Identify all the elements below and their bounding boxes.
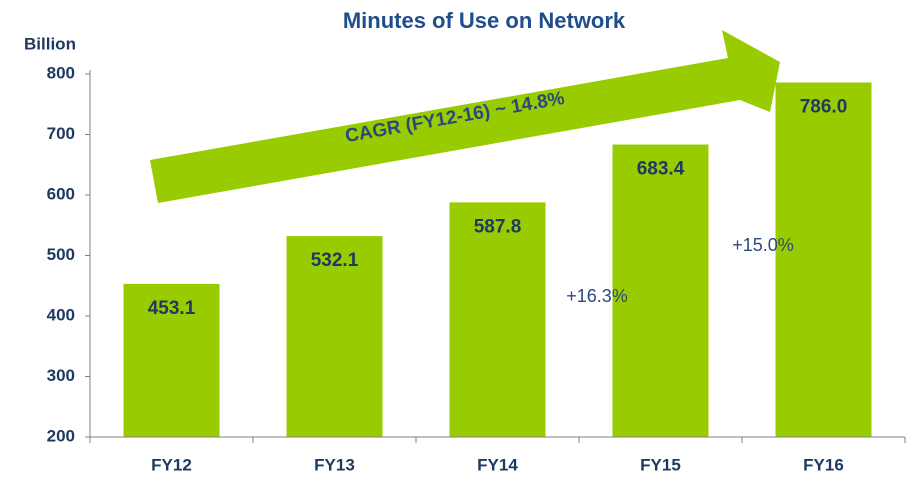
y-tick-label: 800 [47,63,75,82]
x-tick-label: FY16 [803,455,844,474]
x-tick-label: FY12 [151,455,192,474]
y-tick-label: 500 [47,245,75,264]
bar [286,236,383,437]
growth-label: +15.0% [732,235,794,255]
y-axis-label: Billion [24,34,76,53]
x-tick-label: FY14 [477,455,518,474]
value-label: 587.8 [474,216,522,237]
y-tick-label: 600 [47,184,75,203]
x-tick-label: FY13 [314,455,355,474]
bar [775,82,872,437]
value-label: 453.1 [148,298,196,319]
bar [449,202,546,437]
y-tick-label: 400 [47,305,75,324]
bar [612,144,709,437]
value-label: 683.4 [637,159,685,180]
y-tick-label: 200 [47,426,75,445]
value-label: 786.0 [800,96,848,117]
y-tick-label: 300 [47,366,75,385]
x-tick-label: FY15 [640,455,681,474]
chart-title: Minutes of Use on Network [343,8,626,33]
bars [123,82,872,437]
cagr-arrow [150,30,780,203]
growth-label: +16.3% [566,286,628,306]
bar [123,283,220,437]
value-label: 532.1 [311,250,359,271]
y-tick-label: 700 [47,124,75,143]
